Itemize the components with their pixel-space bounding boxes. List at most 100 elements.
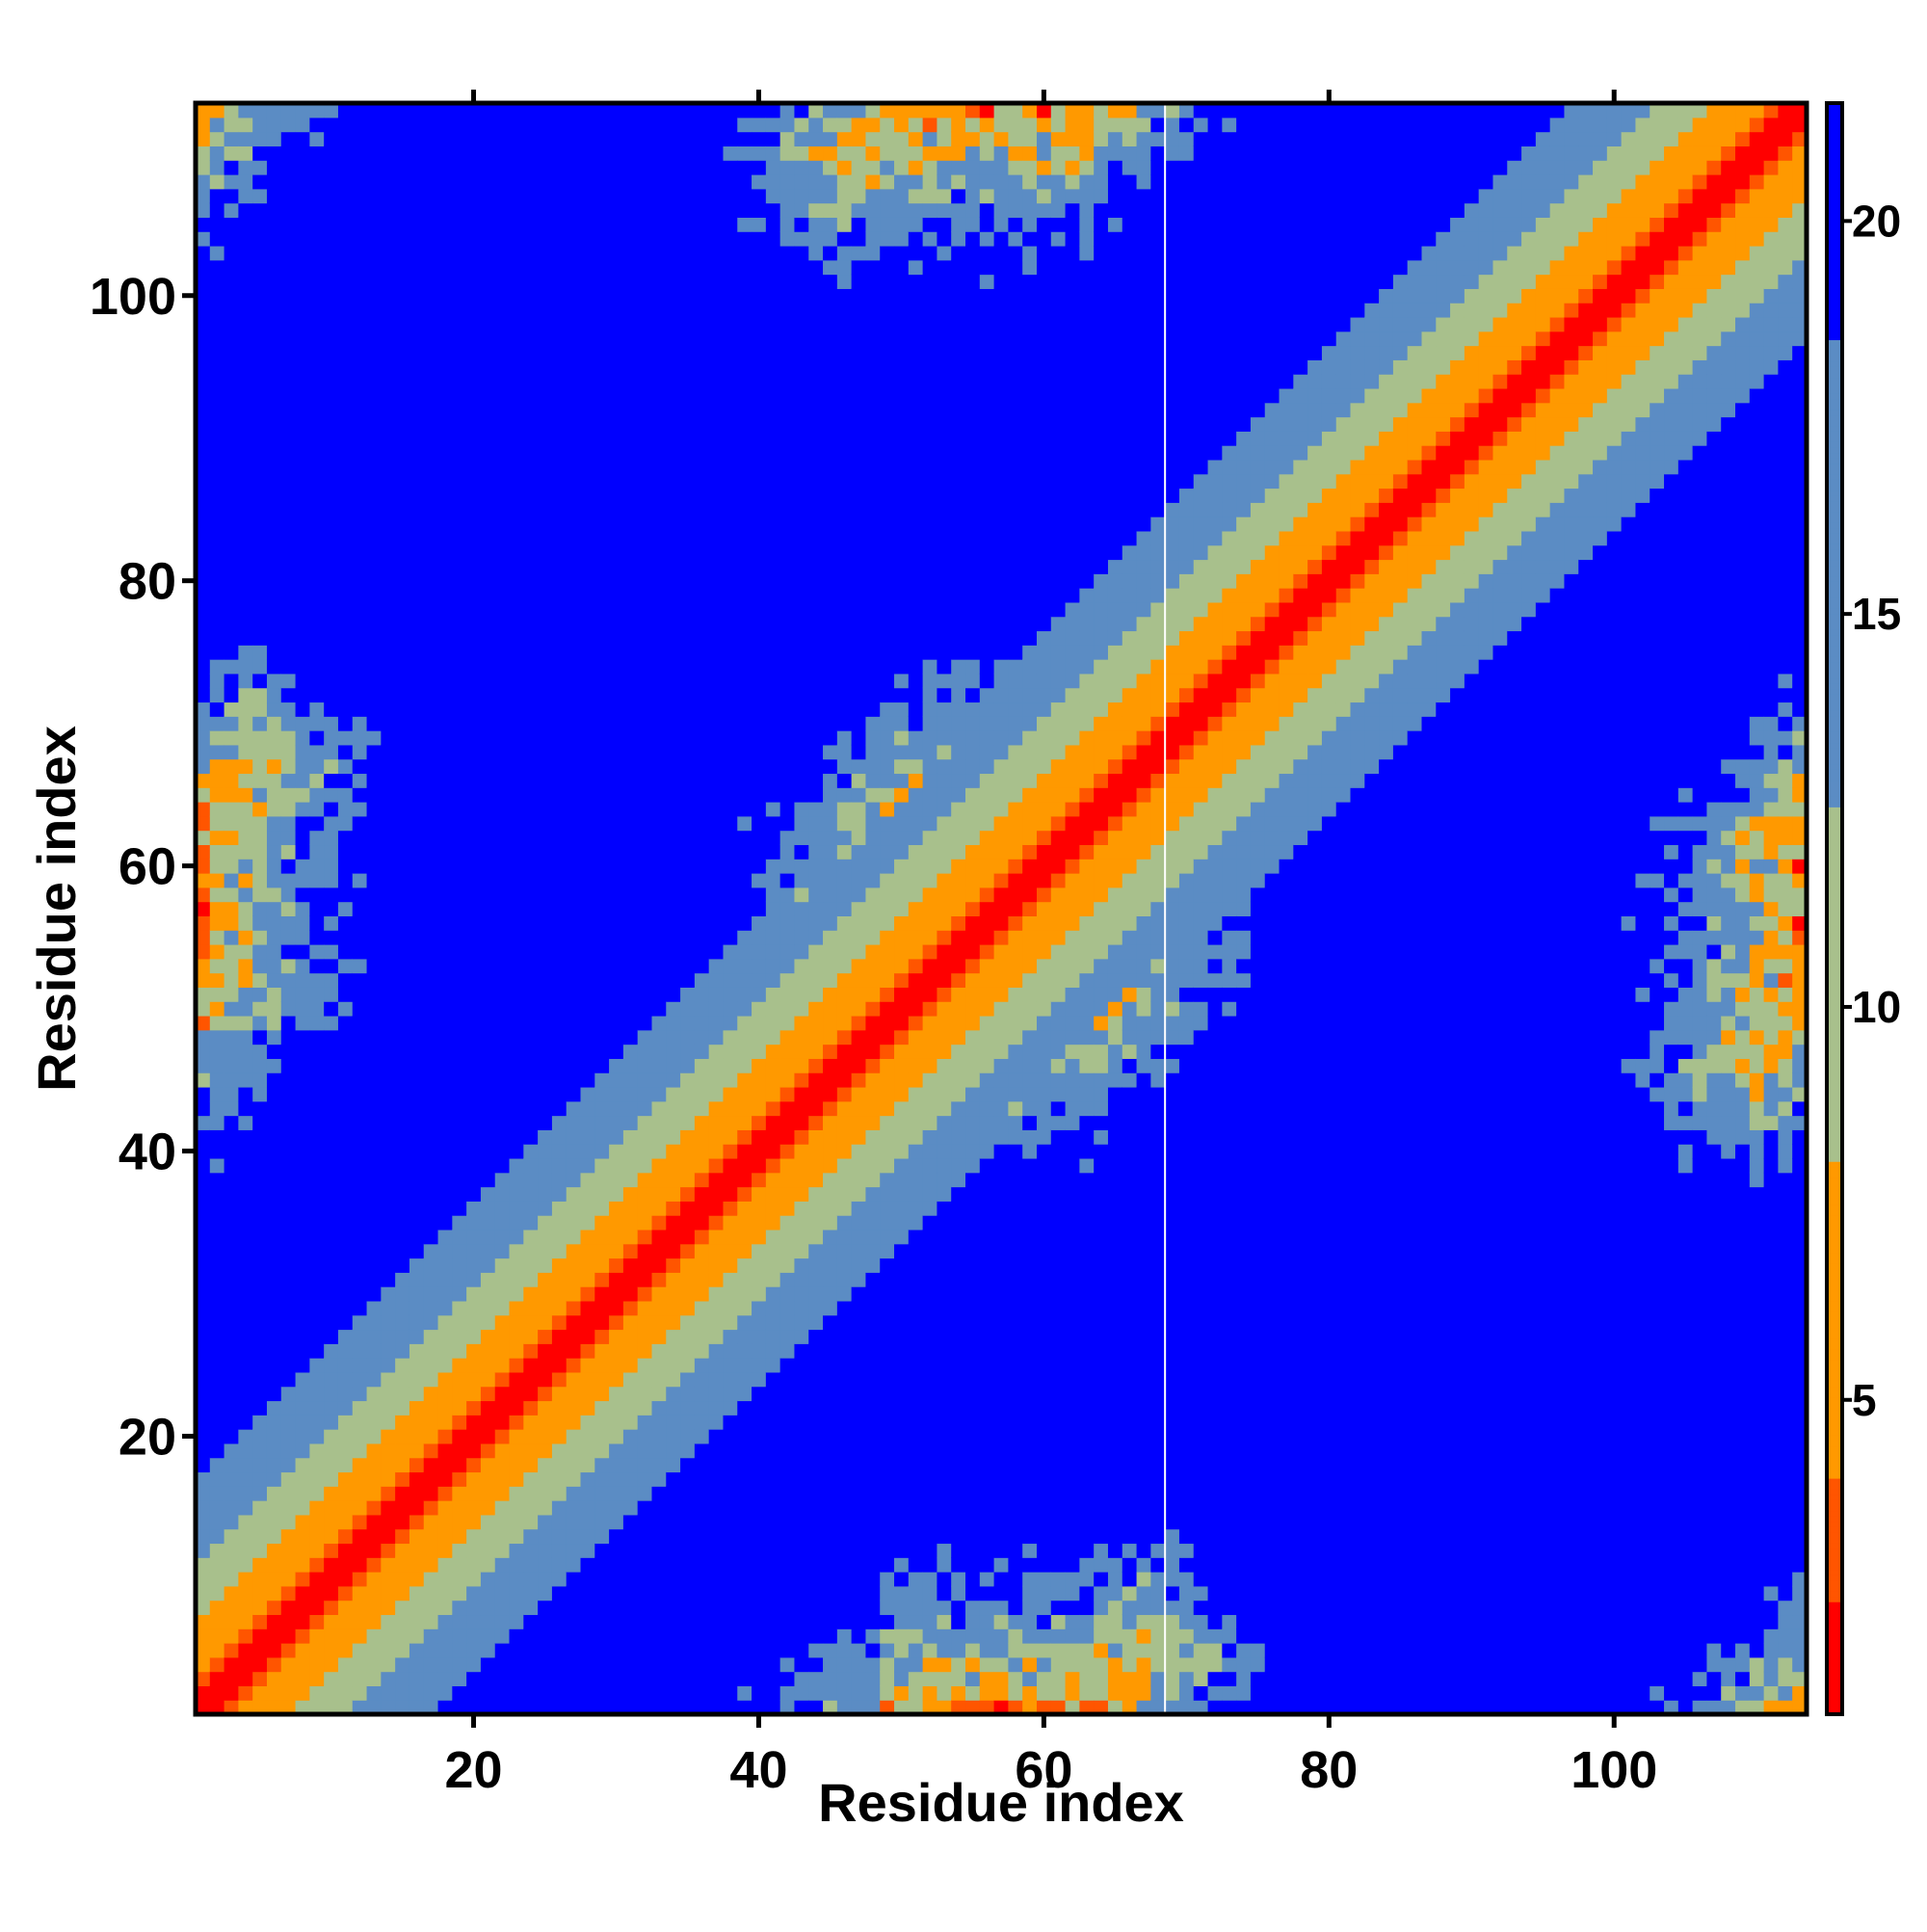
heatmap-cell	[566, 1557, 582, 1573]
heatmap-cell	[295, 402, 310, 418]
heatmap-cell	[737, 1186, 752, 1202]
heatmap-cell	[666, 488, 681, 503]
heatmap-cell	[708, 274, 725, 289]
heatmap-cell	[808, 943, 824, 960]
heatmap-cell	[324, 815, 339, 832]
heatmap-cell	[708, 673, 725, 689]
heatmap-cell	[723, 1157, 738, 1174]
heatmap-cell	[737, 943, 752, 960]
heatmap-cell	[752, 131, 767, 146]
heatmap-cell	[337, 787, 354, 803]
heatmap-cell	[765, 530, 781, 546]
heatmap-cell	[423, 445, 439, 461]
heatmap-cell	[765, 1201, 781, 1216]
heatmap-cell	[580, 1415, 595, 1430]
heatmap-cell	[794, 1614, 809, 1629]
heatmap-cell	[723, 1514, 738, 1530]
heatmap-cell	[324, 431, 339, 446]
heatmap-cell	[609, 1572, 624, 1587]
heatmap-cell	[580, 773, 595, 788]
heatmap-cell	[337, 1029, 354, 1045]
heatmap-cell	[196, 701, 211, 717]
heatmap-cell	[737, 1272, 752, 1287]
heatmap-cell	[366, 573, 382, 589]
heatmap-cell	[509, 488, 524, 503]
heatmap-cell	[366, 288, 382, 304]
heatmap-cell	[622, 1614, 639, 1629]
heatmap-cell	[594, 473, 610, 490]
heatmap-cell	[622, 259, 639, 276]
heatmap-cell	[752, 901, 767, 916]
heatmap-cell	[324, 1528, 339, 1545]
heatmap-cell	[765, 1058, 781, 1073]
heatmap-cell	[324, 987, 339, 1002]
heatmap-cell	[694, 1272, 710, 1287]
heatmap-cell	[680, 1329, 696, 1344]
heatmap-cell	[238, 1086, 253, 1102]
heatmap-cell	[651, 1314, 667, 1331]
heatmap-cell	[779, 1044, 796, 1059]
heatmap-cell	[622, 502, 639, 517]
heatmap-cell	[752, 1343, 767, 1359]
heatmap-cell	[337, 701, 354, 717]
heatmap-cell	[752, 1500, 767, 1516]
heatmap-cell	[423, 502, 439, 517]
heatmap-cell	[551, 1700, 568, 1715]
heatmap-cell	[666, 1528, 681, 1545]
heatmap-cell	[666, 873, 681, 888]
heatmap-cell	[765, 1486, 781, 1501]
heatmap-cell	[295, 987, 310, 1002]
heatmap-cell	[794, 1643, 809, 1658]
heatmap-cell	[238, 331, 253, 347]
heatmap-cell	[437, 1700, 453, 1715]
heatmap-cell	[808, 1186, 824, 1202]
heatmap-cell	[808, 802, 824, 817]
heatmap-cell	[823, 1628, 838, 1644]
heatmap-cell	[551, 231, 568, 247]
heatmap-cell	[324, 345, 339, 360]
heatmap-cell	[196, 1671, 211, 1687]
heatmap-cell	[395, 146, 410, 161]
heatmap-cell	[666, 131, 681, 146]
heatmap-cell	[737, 188, 752, 204]
heatmap-cell	[280, 488, 297, 503]
heatmap-cell	[352, 744, 368, 760]
heatmap-cell	[609, 1229, 624, 1245]
heatmap-cell	[580, 1115, 595, 1130]
heatmap-cell	[509, 1201, 524, 1216]
heatmap-cell	[779, 1671, 796, 1687]
heatmap-cell	[551, 359, 568, 375]
heatmap-cell	[538, 530, 553, 546]
heatmap-cell	[224, 673, 239, 689]
heatmap-cell	[494, 416, 511, 432]
heatmap-cell	[752, 1329, 767, 1344]
heatmap-cell	[324, 1329, 339, 1344]
heatmap-cell	[622, 1415, 639, 1430]
heatmap-cell	[551, 573, 568, 589]
heatmap-cell	[823, 1671, 838, 1687]
heatmap-cell	[509, 915, 524, 931]
heatmap-cell	[196, 103, 211, 119]
heatmap-cell	[523, 431, 539, 446]
heatmap-cell	[637, 459, 653, 475]
heatmap-cell	[779, 1243, 796, 1259]
heatmap-cell	[196, 673, 211, 689]
heatmap-cell	[238, 687, 253, 703]
heatmap-cell	[409, 630, 425, 646]
heatmap-cell	[651, 188, 667, 204]
heatmap-cell	[480, 288, 496, 304]
heatmap-cell	[637, 288, 653, 304]
heatmap-cell	[666, 744, 681, 760]
heatmap-cell	[337, 1172, 354, 1188]
heatmap-cell	[209, 758, 225, 775]
heatmap-cell	[252, 559, 268, 574]
heatmap-cell	[224, 473, 239, 490]
heatmap-cell	[366, 1300, 382, 1316]
heatmap-cell	[452, 1429, 467, 1444]
heatmap-cell	[395, 103, 410, 119]
heatmap-cell	[622, 1643, 639, 1658]
heatmap-cell	[666, 559, 681, 574]
heatmap-cell	[594, 815, 610, 832]
heatmap-cell	[566, 1471, 582, 1487]
heatmap-cell	[423, 516, 439, 532]
